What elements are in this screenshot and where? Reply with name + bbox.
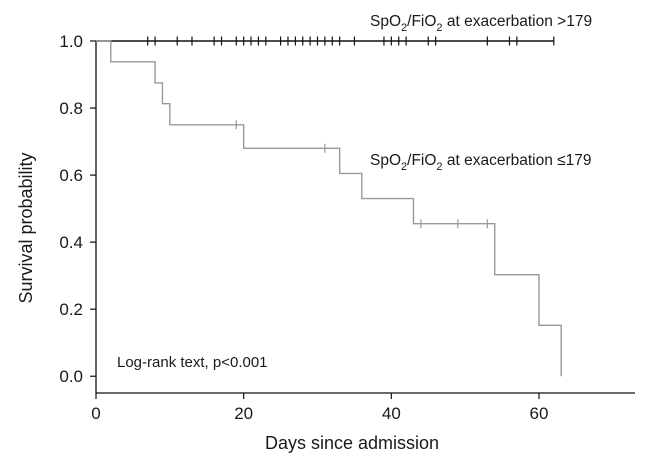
series-label-high: SpO2/FiO2 at exacerbation >179 (370, 13, 592, 34)
x-tick-label: 0 (91, 404, 100, 423)
y-axis-title: Survival probability (16, 152, 36, 303)
x-axis-title: Days since admission (265, 433, 439, 453)
y-tick-label: 0.2 (59, 300, 83, 319)
series-layer (96, 36, 562, 377)
series-label-low: SpO2/FiO2 at exacerbation ≤179 (370, 152, 592, 173)
y-tick-label: 0.4 (59, 233, 83, 252)
log-rank-annotation: Log-rank text, p<0.001 (117, 354, 268, 371)
x-tick-label: 40 (382, 404, 401, 423)
x-tick-label: 20 (234, 404, 253, 423)
x-tick-label: 60 (530, 404, 549, 423)
y-tick-label: 0.0 (59, 367, 83, 386)
y-tick-label: 0.6 (59, 166, 83, 185)
series-1-curve (96, 40, 562, 377)
axes: 0 20 40 60 0.0 0.2 0.4 0.6 0.8 1.0 (59, 32, 635, 423)
y-tick-label: 1.0 (59, 32, 83, 51)
y-tick-label: 0.8 (59, 99, 83, 118)
